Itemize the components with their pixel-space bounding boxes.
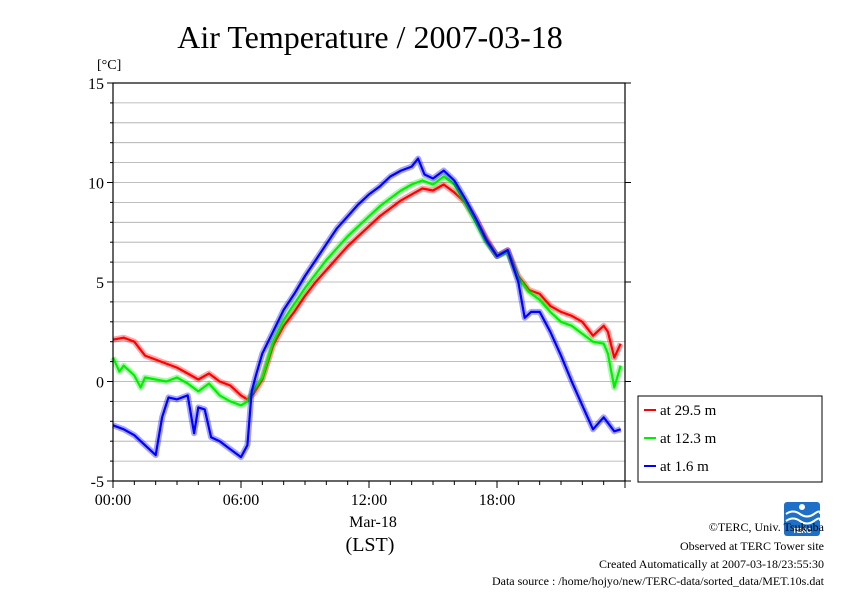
terc-logo: TERC (784, 502, 822, 536)
axis-ticks: -5 0 5 10 15 00:00 06:00 12:00 18:00 (88, 76, 631, 509)
series-line (112, 183, 622, 401)
x-tick-label: 18:00 (479, 492, 515, 509)
legend-label: at 29.5 m (660, 403, 717, 419)
footer-source: Data source : /home/hojyo/new/TERC-data/… (491, 574, 824, 588)
x-axis-label: (LST) (346, 534, 395, 556)
chart-title: Air Temperature / 2007-03-18 (177, 19, 563, 55)
footer-site: Observed at TERC Tower site (679, 539, 824, 553)
x-tick-label: 00:00 (95, 492, 131, 509)
y-tick-label: 0 (96, 375, 104, 392)
x-tick-label: 06:00 (223, 492, 259, 509)
y-tick-label: 10 (88, 176, 104, 193)
legend-label: at 12.3 m (660, 431, 717, 447)
date-label: Mar-18 (349, 514, 397, 531)
y-unit-label: [°C] (97, 58, 121, 73)
y-tick-label: -5 (91, 474, 104, 491)
footer-copyright: ©TERC, Univ. Tsukuba (708, 520, 824, 534)
grid-lines (113, 102, 625, 462)
series-lines (110, 155, 624, 461)
y-tick-label: 5 (96, 275, 104, 292)
y-tick-label: 15 (88, 76, 104, 93)
footer-created: Created Automatically at 2007-03-18/23:5… (599, 557, 824, 571)
legend-label: at 1.6 m (660, 459, 709, 475)
series-line (112, 157, 622, 459)
x-tick-label: 12:00 (351, 492, 387, 509)
legend: at 29.5 m at 12.3 m at 1.6 m (637, 395, 823, 483)
series-line (111, 175, 622, 407)
logo-text: TERC (792, 528, 811, 535)
